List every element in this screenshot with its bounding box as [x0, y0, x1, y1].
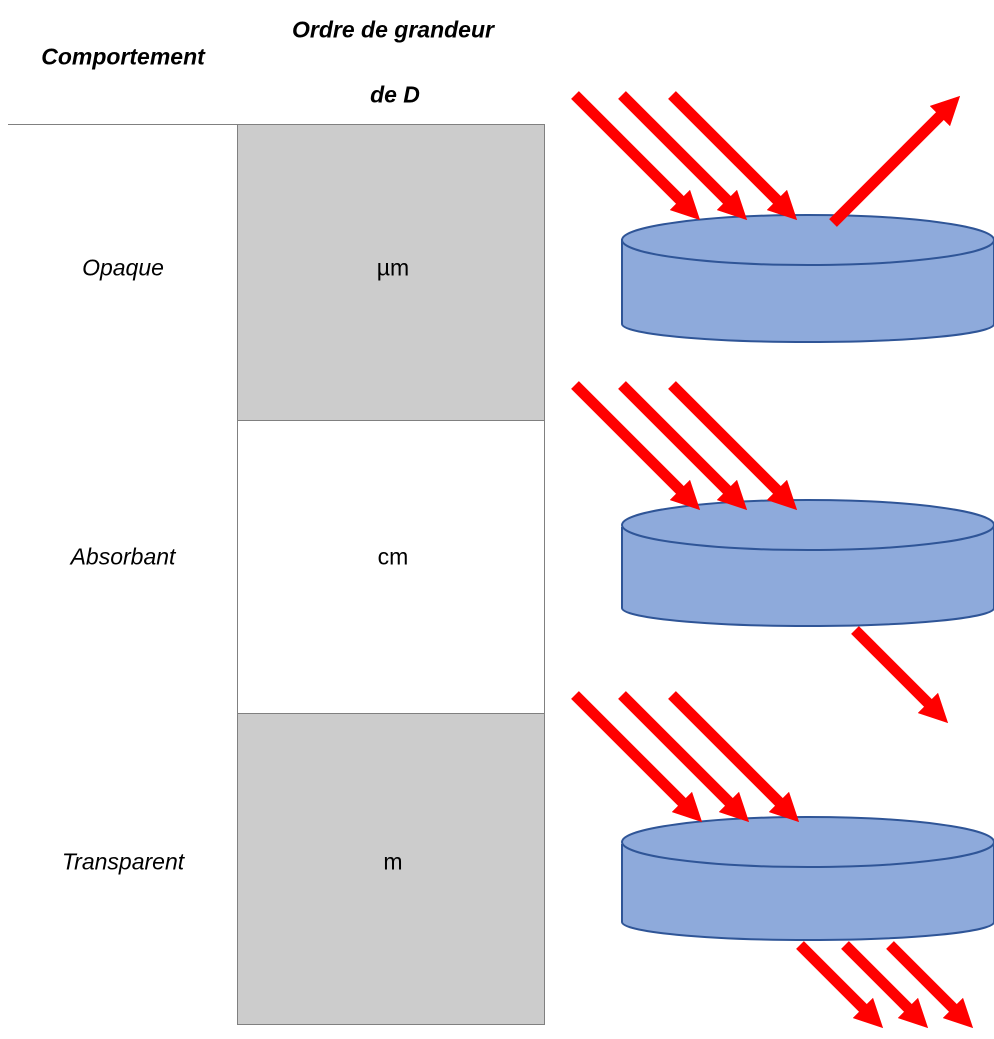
- behavior: Absorbant: [70, 543, 176, 570]
- cell-bg: [237, 713, 545, 1025]
- column-header: de D: [370, 81, 420, 108]
- cell-bg: [237, 420, 545, 714]
- light-rays: [571, 91, 974, 1029]
- magnitude: cm: [377, 543, 409, 570]
- magnitude: m: [383, 848, 403, 875]
- cell-bg: [237, 124, 545, 421]
- behavior: Opaque: [82, 254, 164, 281]
- column-header: Ordre de grandeur: [292, 16, 494, 43]
- disks: [621, 214, 994, 941]
- behavior: Transparent: [61, 848, 185, 875]
- column-header: Comportement: [41, 43, 205, 70]
- magnitude: µm: [376, 254, 410, 281]
